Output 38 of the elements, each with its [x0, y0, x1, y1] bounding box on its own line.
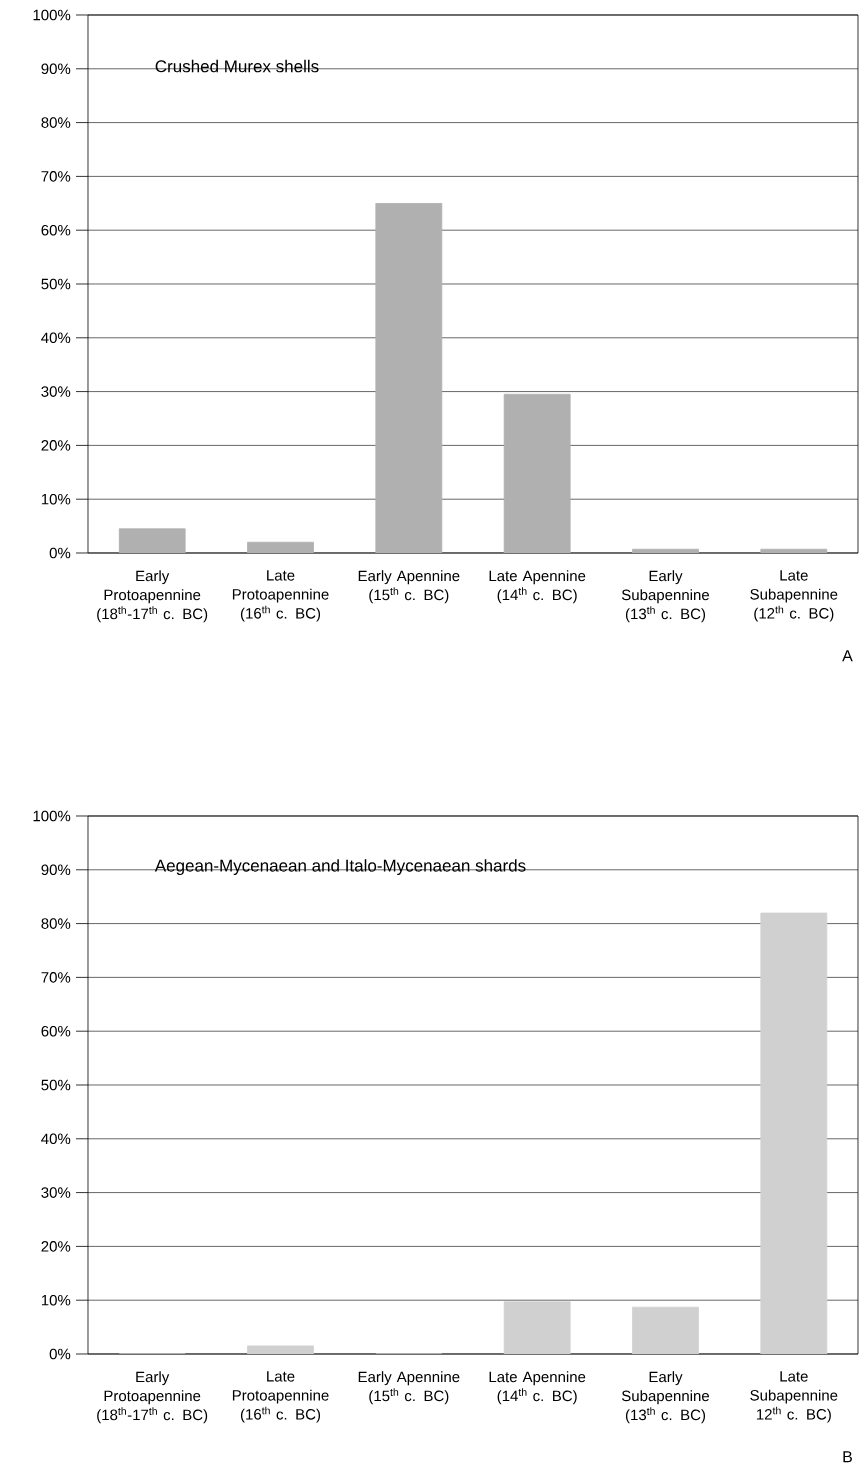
y-tick-label: 60% — [41, 224, 71, 236]
y-tick-label: 50% — [41, 1079, 71, 1091]
x-tick-label: Late Subapennine 12$^{th}$ c. BC) — [750, 1371, 838, 1423]
y-tick-label: 80% — [41, 117, 71, 128]
y-tick-label: 30% — [41, 386, 71, 397]
y-tick-label: 90% — [41, 63, 71, 75]
text: Crushed Murex shells — [155, 59, 319, 73]
x-tick-label: Early Apennine (15$^{th}$ c. BC) — [358, 570, 460, 604]
x-tick-label: Early Protoapennine (18$^{th}$-17$^{th}$ c. BC) — [97, 570, 208, 623]
x-tick-label: Early Apennine (15$^{th}$ c. BC) — [358, 1371, 460, 1405]
y-tick-label: 80% — [41, 918, 71, 929]
y-tick-label: 10% — [41, 493, 71, 505]
y-tick-label: 30% — [41, 1187, 71, 1198]
y-tick-label: 20% — [41, 440, 71, 451]
x-tick-label: Late Apennine (14$^{th}$ c. BC) — [489, 570, 586, 604]
y-tick-label: 70% — [41, 171, 71, 182]
x-tick-label: Early Subapennine (13$^{th}$ c. BC) — [621, 1371, 710, 1424]
y-tick-label: 50% — [41, 278, 71, 290]
x-tick-label: Late Protoapennine (16$^{th}$ c. BC) — [232, 1371, 329, 1423]
y-tick-label: 40% — [41, 1133, 71, 1145]
y-tick-label: 0% — [49, 1348, 71, 1360]
y-tick-label: 60% — [41, 1025, 71, 1037]
text: B — [843, 1451, 852, 1463]
y-tick-label: 10% — [41, 1294, 71, 1306]
x-tick-label: Early Protoapennine (18$^{th}$-17$^{th}$ c. BC) — [97, 1371, 208, 1424]
text: A — [842, 650, 853, 662]
x-tick-label: Late Apennine (14$^{th}$ c. BC) — [489, 1371, 586, 1405]
x-tick-label: Early Subapennine (13$^{th}$ c. BC) — [621, 570, 710, 623]
y-tick-label: 20% — [41, 1241, 71, 1252]
y-tick-label: 100% — [33, 810, 71, 822]
y-tick-label: 0% — [49, 547, 71, 559]
y-tick-label: 90% — [41, 864, 71, 876]
y-tick-label: 100% — [33, 9, 71, 21]
x-tick-label: Late Subapennine (12$^{th}$ c. BC) — [750, 570, 838, 622]
x-tick-label: Late Protoapennine (16$^{th}$ c. BC) — [232, 570, 329, 622]
y-tick-label: 40% — [41, 332, 71, 344]
y-tick-label: 70% — [41, 972, 71, 983]
text: Aegean-Mycenaean and Italo-Mycenaean shards — [154, 859, 526, 876]
